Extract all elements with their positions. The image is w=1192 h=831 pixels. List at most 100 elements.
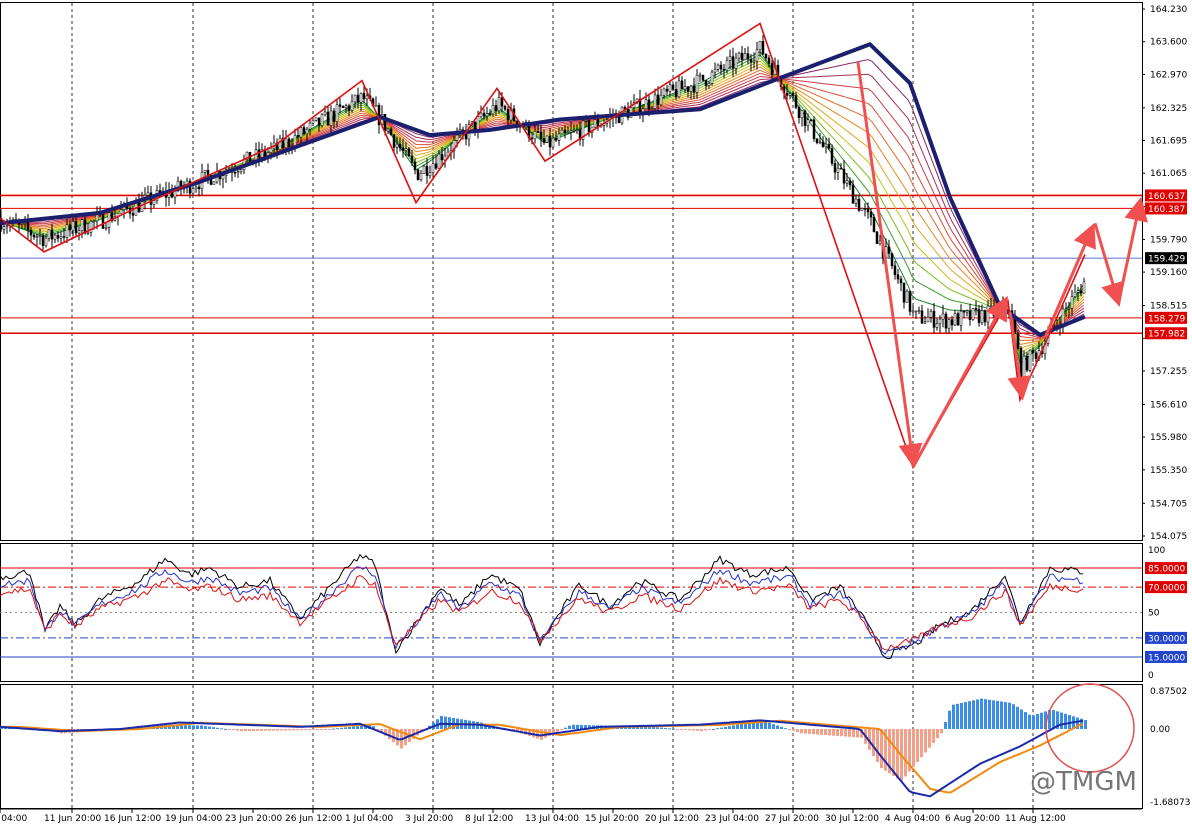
macd-histogram-bar [800,729,803,734]
macd-histogram-bar [656,727,659,730]
candle-body [980,310,984,323]
candle-body [62,236,66,238]
macd-histogram-bar [708,729,711,731]
candle-body [311,120,315,124]
macd-histogram-bar [196,725,199,730]
candle-body [5,225,9,228]
candle-body [665,88,669,92]
candle-body [536,131,540,133]
candle-body [677,80,681,98]
candle-body [1016,333,1020,349]
candle-body [740,52,744,60]
macd-histogram-bar [676,729,679,731]
candle-body [542,138,546,143]
candle-body [32,234,36,238]
candle-body [713,69,717,73]
candle-body [839,167,843,170]
candle-body [860,208,864,211]
macd-histogram-bar [640,726,643,730]
macd-histogram-bar [340,727,343,730]
macd-histogram-bar [772,724,775,730]
candle-body [791,93,795,96]
level-label: 160.637 [1148,192,1185,202]
y-tick-label: 161.065 [1150,169,1187,179]
candle-body [425,165,429,176]
candle-body [278,137,282,150]
candle-body [917,310,921,313]
candle-body [698,74,702,77]
macd-histogram-bar [916,729,919,763]
candle-body [794,95,798,108]
macd-histogram-bar [980,698,983,730]
macd-histogram-bar [348,726,351,730]
candle-body [404,148,408,151]
candle-body [131,213,135,216]
candle-body [893,265,897,276]
stoch-mid-line [0,566,1084,655]
candle-body [770,63,774,75]
candle-body [221,175,225,180]
macd-histogram-bar [1084,720,1087,730]
macd-histogram-bar [228,729,231,731]
macd-histogram-bar [748,722,751,730]
candle-body [920,310,924,324]
stoch-tick-label: 50 [1148,609,1160,619]
stoch-level-label-bg [1145,581,1187,594]
candle-body [815,138,819,144]
macd-histogram-bar [380,729,383,733]
candle-body [830,148,834,164]
candle-body [959,310,963,326]
candle-body [863,208,867,210]
macd-histogram-bar [644,726,647,730]
candle-body [761,41,765,55]
candle-body [317,117,321,126]
x-tick-label: 15 Jul 20:00 [585,814,639,824]
candle-body [572,129,576,132]
macd-histogram-bar [240,729,243,732]
macd-histogram-bar [924,729,927,753]
level-label-bg [1145,311,1187,324]
candle-body [695,75,699,93]
candle-body [299,127,303,138]
macd-histogram-bar [896,729,899,779]
candle-body [806,119,810,127]
candle-body [956,313,960,326]
x-tick-label: 27 Jul 20:00 [765,814,819,824]
candle-body [428,172,432,176]
macd-histogram-bar [372,726,375,730]
macd-histogram-bar [820,729,823,735]
macd-histogram-bar [588,725,591,730]
macd-histogram-bar [852,729,855,738]
candle-body [899,278,903,284]
macd-histogram-bar [652,727,655,730]
macd-histogram-bar [1028,714,1031,730]
macd-histogram-bar [704,729,707,731]
x-tick-label: 16 Jun 12:00 [104,814,161,824]
macd-histogram-bar [564,727,567,730]
macd-histogram-bar [968,701,971,730]
stoch-slow-line [0,574,1084,651]
candle-body [386,128,390,132]
candle-body [968,310,972,320]
macd-histogram-bar [648,726,651,730]
candle-body [659,94,663,106]
candle-body [878,240,882,244]
x-tick-label: 26 Jun 12:00 [285,814,342,824]
candle-body [821,141,825,147]
macd-histogram-bar [784,728,787,730]
candle-body [764,53,768,59]
x-tick-label: 11 Jun 20:00 [44,814,101,824]
macd-histogram-bar [580,724,583,730]
macd-histogram-bar [364,725,367,730]
candle-body [818,141,822,144]
candle-body [932,310,936,328]
level-label: 158.279 [1148,314,1185,324]
candle-body [35,236,39,238]
stoch-level-label-bg [1145,562,1187,575]
macd-histogram-bar [0,726,3,730]
macd-tick-label: -1.68073 [1150,798,1190,808]
candle-body [1025,355,1029,371]
candle-body [674,89,678,98]
